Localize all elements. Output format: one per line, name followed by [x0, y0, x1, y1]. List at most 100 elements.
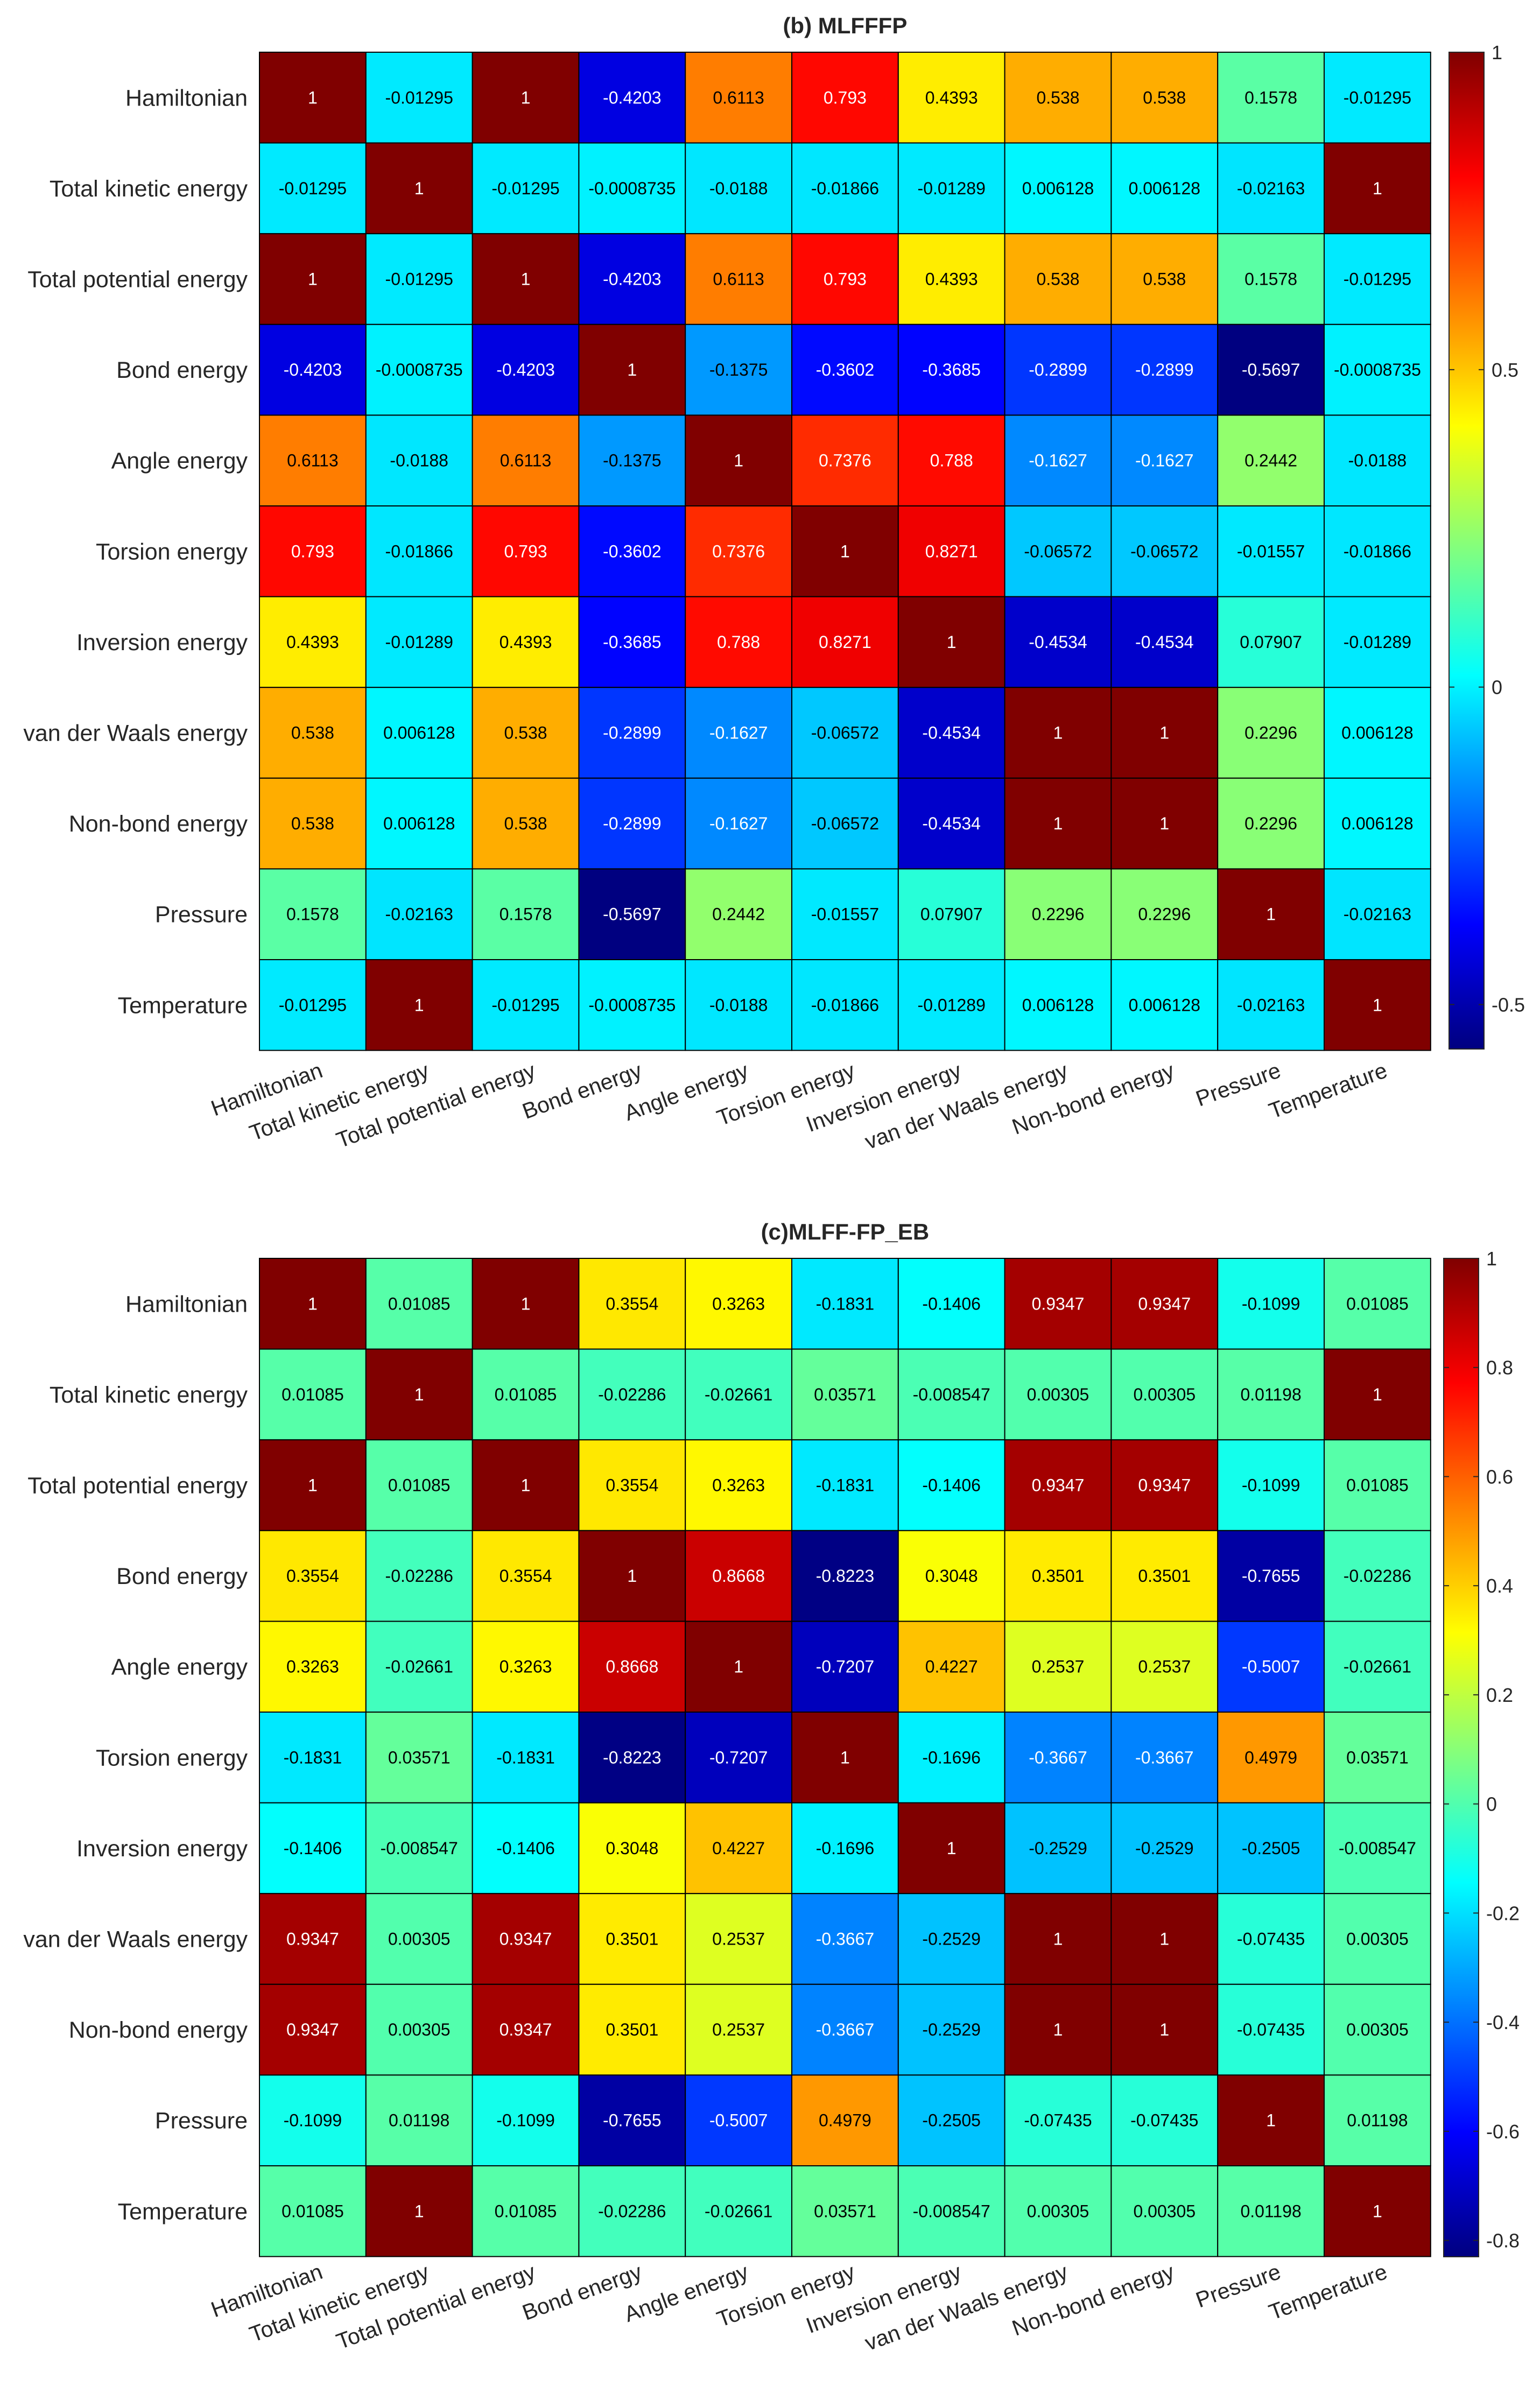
- heatmap-cell: [259, 505, 367, 597]
- heatmap-cell: [1324, 1893, 1431, 1985]
- heatmap-cell: [897, 1621, 1005, 1713]
- cell-value-label: -0.1406: [284, 1839, 342, 1858]
- cell-value-label: 1: [1053, 723, 1063, 743]
- cell-value-label: 1: [1373, 995, 1382, 1015]
- heatmap-cell: [365, 52, 473, 144]
- heatmap-cell: [897, 687, 1005, 779]
- cell-value-label: 0.3554: [500, 1566, 552, 1586]
- cell-value-label: 1: [1053, 1930, 1063, 1949]
- heatmap-cell: [472, 52, 580, 144]
- cell-value-label: -0.1099: [1242, 1476, 1300, 1495]
- heatmap-cell: [1004, 1712, 1112, 1804]
- cell-value-label: 1: [1159, 814, 1169, 833]
- cell-value-label: -0.1375: [709, 360, 768, 379]
- cell-value-label: -0.7207: [816, 1657, 875, 1677]
- cell-value-label: -0.3602: [816, 360, 875, 379]
- colorbar-tick-label: 0.4: [1486, 1575, 1513, 1597]
- cell-value-label: -0.2899: [603, 814, 662, 833]
- heatmap-cell: [1004, 959, 1112, 1051]
- cell-value-label: -0.01295: [491, 995, 559, 1015]
- cell-value-label: -0.02286: [598, 2201, 666, 2221]
- heatmap-cell: [578, 1439, 686, 1531]
- cell-value-label: -0.01866: [1344, 541, 1411, 561]
- cell-value-label: 0.006128: [1022, 179, 1094, 198]
- cell-value-label: 1: [308, 1476, 318, 1495]
- colorbar-tick-label: -0.4: [1486, 2011, 1520, 2033]
- heatmap-cell: [685, 1621, 792, 1713]
- heatmap-cell: [472, 777, 580, 870]
- heatmap-cell: [897, 596, 1005, 688]
- cell-value-label: -0.1627: [1029, 451, 1087, 470]
- heatmap-cell: [897, 1802, 1005, 1895]
- cell-value-label: 0.07907: [920, 905, 983, 924]
- cell-value-label: 0.3048: [606, 1839, 658, 1858]
- cell-value-label: 0.4393: [500, 632, 552, 652]
- cell-value-label: -0.3685: [922, 360, 981, 379]
- colorbar-tick-label: 0: [1486, 1793, 1497, 1815]
- heatmap-cell: [897, 142, 1005, 235]
- heatmap-cell: [791, 1712, 899, 1804]
- heatmap-cell: [1110, 1621, 1219, 1713]
- cell-value-label: 1: [840, 541, 850, 561]
- cell-value-label: 1: [414, 995, 424, 1015]
- cell-value-label: -0.2529: [922, 2020, 981, 2039]
- cell-value-label: -0.2529: [922, 1930, 981, 1949]
- heatmap-cell: [259, 1530, 367, 1622]
- heatmap-cell: [685, 52, 792, 144]
- cell-value-label: -0.1406: [922, 1476, 981, 1495]
- heatmap-cell: [897, 1983, 1005, 2076]
- heatmap-cell: [472, 868, 580, 961]
- heatmap-cell: [1004, 868, 1112, 961]
- heatmap-cell: [1217, 596, 1325, 688]
- heatmap-cell: [472, 414, 580, 507]
- heatmap-cell: [472, 959, 580, 1051]
- heatmap-cell: [578, 687, 686, 779]
- heatmap-cell: [897, 1439, 1005, 1531]
- cell-value-label: 0.3554: [286, 1566, 339, 1586]
- cell-value-label: 0.4393: [925, 270, 978, 289]
- cell-value-label: 1: [627, 1566, 637, 1586]
- cell-value-label: 1: [947, 632, 957, 652]
- heatmap-cell: [791, 959, 899, 1051]
- cell-value-label: 0.03571: [814, 2201, 876, 2221]
- heatmap-cell: [897, 777, 1005, 870]
- row-label: Non-bond energy: [69, 2017, 248, 2043]
- row-label: Non-bond energy: [69, 811, 248, 837]
- heatmap-cell: [1004, 1893, 1112, 1985]
- cell-value-label: -0.0188: [709, 179, 768, 198]
- heatmap-cell: [1217, 687, 1325, 779]
- chart-title: (b) MLFFFP: [783, 13, 907, 38]
- heatmap-cell: [1004, 777, 1112, 870]
- heatmap-cell: [1217, 323, 1325, 416]
- heatmap-cell: [1217, 142, 1325, 235]
- cell-value-label: -0.3602: [603, 541, 662, 561]
- heatmap-cell: [1324, 1712, 1431, 1804]
- heatmap-cell: [1217, 1621, 1325, 1713]
- heatmap-cell: [365, 142, 473, 235]
- heatmap-cell: [1217, 1258, 1325, 1350]
- cell-value-label: -0.5007: [1242, 1657, 1300, 1677]
- cell-value-label: 0.006128: [1129, 179, 1200, 198]
- cell-value-label: 0.7376: [819, 451, 871, 470]
- heatmap-cell: [791, 868, 899, 961]
- cell-value-label: 0.006128: [1341, 814, 1413, 833]
- heatmap-cell: [365, 596, 473, 688]
- heatmap-cell: [1110, 959, 1219, 1051]
- cell-value-label: 0.01085: [282, 2201, 344, 2221]
- heatmap-cell: [365, 1530, 473, 1622]
- heatmap-cell: [897, 1530, 1005, 1622]
- heatmap-cell: [897, 1893, 1005, 1985]
- heatmap-cell: [259, 414, 367, 507]
- heatmap-cell: [472, 1258, 580, 1350]
- cell-value-label: 0.4227: [712, 1839, 765, 1858]
- cell-value-label: 0.00305: [1346, 2020, 1409, 2039]
- heatmap-cell: [578, 2165, 686, 2257]
- cell-value-label: -0.1831: [496, 1748, 555, 1767]
- heatmap-cell: [365, 1258, 473, 1350]
- cell-value-label: 0.6113: [500, 451, 552, 470]
- cell-value-label: 0.3554: [606, 1294, 658, 1313]
- cell-value-label: -0.7655: [603, 2111, 662, 2130]
- cell-value-label: -0.2505: [922, 2111, 981, 2130]
- heatmap-cell: [259, 1621, 367, 1713]
- cell-value-label: -0.01866: [811, 179, 879, 198]
